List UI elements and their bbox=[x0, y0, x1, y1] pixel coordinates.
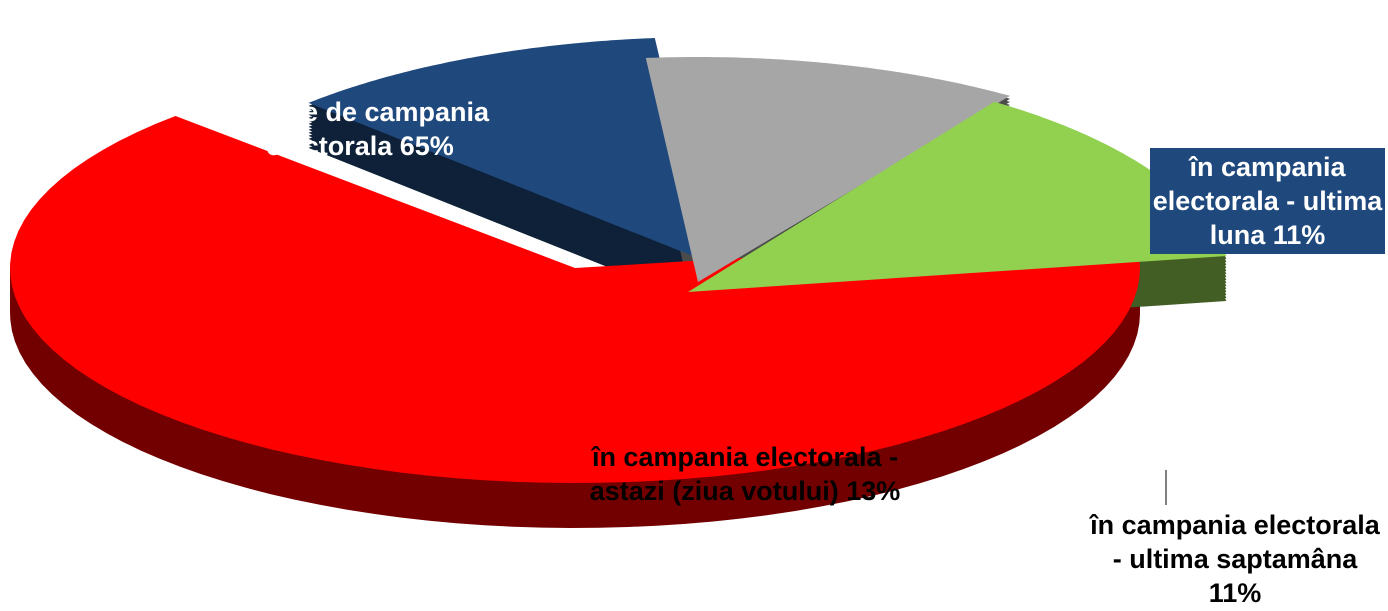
value-label: 11% bbox=[1208, 578, 1262, 608]
value-label: 65% bbox=[399, 131, 454, 161]
slice bbox=[10, 116, 1141, 483]
category-name: în campania electorala - astazi (ziua vo… bbox=[589, 442, 899, 506]
slice bbox=[308, 38, 708, 262]
value-label: 11% bbox=[1272, 220, 1326, 250]
category-name: în campania electorala - ultima luna bbox=[1152, 152, 1383, 250]
slice-label: în campania electorala - ultima saptamân… bbox=[1085, 508, 1385, 610]
value-label: 13% bbox=[846, 476, 901, 506]
slice-label: Înainte de campania electorala 65% bbox=[200, 95, 520, 163]
category-name: Înainte de campania electorala bbox=[230, 97, 490, 161]
slice bbox=[645, 57, 1010, 282]
slice-label: în campania electorala - ultima luna 11% bbox=[1150, 148, 1385, 254]
category-name: în campania electorala - ultima saptamân… bbox=[1090, 510, 1380, 574]
slice bbox=[688, 101, 1227, 292]
slice-label: în campania electorala - astazi (ziua vo… bbox=[585, 440, 905, 508]
